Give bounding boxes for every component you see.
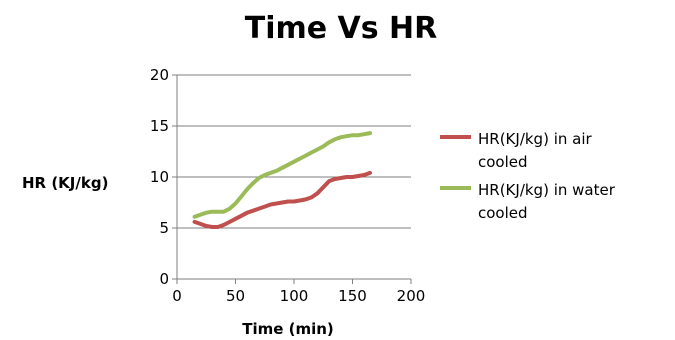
x-axis-title: Time (min): [242, 320, 334, 338]
series-line-1: [192, 131, 372, 219]
y-tick-label-3: 15: [150, 117, 169, 135]
legend: HR(KJ/kg) in air cooled HR(KJ/kg) in water…: [440, 130, 616, 222]
x-tick-label-4: 200: [397, 287, 426, 305]
series-line-0: [192, 170, 372, 229]
y-tick-label-4: 20: [150, 66, 169, 84]
series-lines: [192, 131, 372, 229]
x-tick-label-3: 150: [338, 287, 367, 305]
x-tick-label-1: 50: [226, 287, 245, 305]
chart-title: Time Vs HR: [245, 11, 438, 46]
y-axis-title: HR (KJ/kg): [22, 174, 108, 192]
gridlines: [177, 74, 411, 229]
x-tick-label-2: 100: [280, 287, 309, 305]
x-tick-label-0: 0: [172, 287, 182, 305]
y-tick-label-1: 5: [159, 219, 169, 237]
axes: [172, 74, 412, 284]
y-tick-label-2: 10: [150, 168, 169, 186]
legend-label-0: HR(KJ/kg) in air cooled: [478, 130, 592, 171]
legend-label-1: HR(KJ/kg) in water cooled: [478, 181, 616, 222]
y-tick-label-0: 0: [159, 270, 169, 288]
